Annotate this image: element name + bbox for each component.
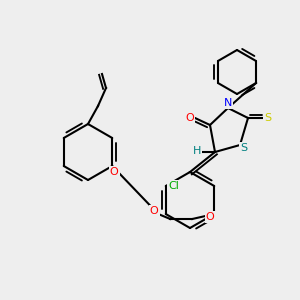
Text: O: O: [150, 206, 159, 216]
Text: O: O: [186, 113, 194, 123]
Text: Cl: Cl: [168, 181, 179, 191]
Text: S: S: [264, 113, 272, 123]
Text: O: O: [206, 212, 214, 222]
Text: H: H: [193, 146, 201, 156]
Text: O: O: [110, 167, 118, 177]
Text: N: N: [224, 98, 232, 108]
Text: S: S: [240, 143, 247, 153]
